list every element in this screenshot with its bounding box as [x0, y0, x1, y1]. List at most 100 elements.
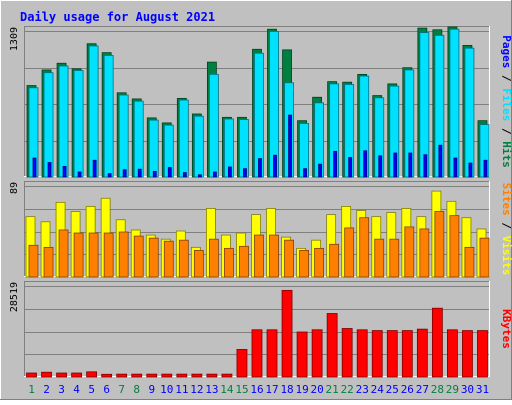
bar-visits-sites-sites-day-5 [88, 232, 99, 278]
bar-hits-files-pages-pages-day-31 [483, 159, 488, 178]
bar-hits-files-pages-pages-day-4 [77, 171, 82, 178]
legend-separator: / [500, 68, 512, 88]
bar-hits-files-pages-pages-day-26 [408, 152, 413, 178]
bar-kbytes-kbytes-day-18 [281, 289, 293, 378]
bar-visits-sites-sites-day-8 [133, 235, 144, 278]
bar-kbytes-kbytes-day-30 [462, 330, 473, 378]
bar-kbytes-kbytes-day-26 [401, 330, 413, 378]
bar-hits-files-pages-pages-day-25 [393, 152, 398, 178]
x-tick-label-day-11: 11 [175, 383, 188, 396]
bar-hits-files-pages-pages-day-27 [423, 154, 428, 178]
panel-hits-files-pages-legend: Pages / Files / Hits [500, 35, 512, 168]
bar-visits-sites-sites-day-17 [269, 234, 279, 278]
bar-visits-sites-sites-day-31 [479, 237, 490, 278]
bar-hits-files-pages-files-day-12 [193, 115, 204, 178]
bar-visits-sites-sites-day-12 [193, 250, 204, 278]
bar-kbytes-kbytes-day-21 [326, 313, 338, 378]
panel-visits-sites-legend: Sites / Visits [500, 183, 512, 276]
bar-visits-sites-sites-day-7 [118, 231, 129, 278]
x-tick-label-day-10: 10 [160, 383, 173, 396]
bar-kbytes-kbytes-day-23 [356, 329, 368, 378]
bar-visits-sites-sites-day-26 [404, 226, 415, 278]
panel-kbytes-ymax-label: 28519 [9, 282, 20, 312]
bar-kbytes-kbytes-day-10 [161, 373, 173, 378]
x-tick-label-day-3: 3 [58, 383, 65, 396]
bar-hits-files-pages-pages-day-19 [303, 168, 307, 178]
x-tick-label-day-7: 7 [118, 383, 125, 396]
x-tick-label-day-2: 2 [43, 383, 50, 396]
bar-hits-files-pages-pages-day-3 [62, 166, 67, 178]
bar-hits-files-pages-pages-day-12 [197, 174, 202, 178]
bar-kbytes-kbytes-day-4 [71, 372, 82, 378]
bar-hits-files-pages-files-day-9 [148, 119, 159, 178]
bar-visits-sites-sites-day-1 [28, 244, 39, 278]
legend-entry-sites: Sites [500, 183, 512, 216]
bar-hits-files-pages-files-day-11 [178, 99, 189, 178]
x-tick-label-day-5: 5 [88, 383, 95, 396]
x-tick-label-day-31: 31 [476, 383, 489, 396]
x-tick-label-day-21: 21 [326, 383, 339, 396]
bar-hits-files-pages-pages-day-9 [152, 171, 157, 178]
bar-visits-sites-sites-day-25 [389, 238, 400, 278]
x-tick-label-day-4: 4 [73, 383, 80, 396]
bar-visits-sites-sites-day-13 [208, 238, 219, 278]
bar-visits-sites-sites-day-2 [43, 246, 54, 278]
bar-visits-sites-sites-day-24 [374, 238, 385, 278]
x-tick-label-day-20: 20 [311, 383, 324, 396]
bar-kbytes-kbytes-day-31 [477, 330, 488, 378]
x-tick-label-day-22: 22 [341, 383, 354, 396]
legend-entry-visits: Visits [500, 236, 512, 276]
bar-hits-files-pages-pages-day-23 [363, 150, 368, 178]
bar-kbytes-kbytes-day-1 [26, 372, 37, 378]
bar-hits-files-pages-pages-day-1 [32, 157, 37, 178]
bar-visits-sites-sites-day-15 [239, 245, 249, 278]
bar-hits-files-pages-pages-day-13 [212, 171, 217, 178]
x-tick-label-day-30: 30 [461, 383, 474, 396]
bar-hits-files-pages-pages-day-21 [333, 150, 338, 178]
bar-kbytes-kbytes-day-6 [101, 373, 113, 378]
panel-visits-sites-ymax-label: 89 [9, 182, 20, 194]
x-tick-label-day-23: 23 [356, 383, 369, 396]
bar-visits-sites-sites-day-16 [254, 234, 264, 278]
bar-hits-files-pages-files-day-3 [58, 65, 69, 178]
x-tick-label-day-17: 17 [265, 383, 278, 396]
bar-kbytes-kbytes-day-27 [416, 328, 428, 378]
bar-visits-sites-sites-day-10 [163, 240, 174, 278]
bar-kbytes-kbytes-day-2 [41, 371, 52, 378]
x-tick-label-day-26: 26 [401, 383, 414, 396]
bar-visits-sites-sites-day-20 [314, 247, 325, 278]
bar-kbytes-kbytes-day-17 [266, 329, 278, 378]
bar-kbytes-kbytes-day-20 [311, 329, 323, 378]
bar-kbytes-kbytes-day-15 [236, 349, 248, 378]
bar-hits-files-pages-pages-day-14 [228, 166, 232, 178]
bar-kbytes-kbytes-day-8 [131, 373, 143, 378]
bar-kbytes-kbytes-day-28 [431, 307, 443, 378]
bar-kbytes-kbytes-day-12 [191, 373, 203, 378]
bar-hits-files-pages-files-day-30 [464, 47, 475, 178]
bar-hits-files-pages-pages-day-18 [288, 114, 292, 178]
bar-visits-sites-sites-day-29 [449, 215, 460, 278]
bar-hits-files-pages-files-day-13 [208, 73, 219, 178]
x-tick-label-day-1: 1 [28, 383, 35, 396]
bar-hits-files-pages-files-day-6 [103, 55, 114, 178]
x-tick-label-day-15: 15 [235, 383, 248, 396]
bar-visits-sites-sites-day-4 [73, 232, 84, 278]
bar-kbytes-kbytes-day-22 [341, 328, 353, 378]
bar-visits-sites-sites-day-3 [58, 229, 69, 278]
bar-visits-sites-sites-day-14 [224, 247, 234, 278]
bar-visits-sites-sites-day-21 [329, 243, 340, 278]
legend-entry-kbytes: KBytes [500, 309, 512, 349]
x-tick-label-day-12: 12 [190, 383, 203, 396]
bar-hits-files-pages-pages-day-16 [258, 158, 262, 178]
bar-visits-sites-sites-day-23 [359, 217, 370, 278]
x-tick-label-day-14: 14 [220, 383, 234, 396]
x-tick-label-day-28: 28 [431, 383, 444, 396]
bar-hits-files-pages-pages-day-29 [453, 157, 458, 178]
bar-hits-files-pages-pages-day-17 [273, 154, 277, 178]
bar-hits-files-pages-files-day-7 [118, 94, 129, 178]
bar-kbytes-kbytes-day-24 [371, 330, 383, 378]
bar-hits-files-pages-files-day-2 [43, 72, 54, 178]
